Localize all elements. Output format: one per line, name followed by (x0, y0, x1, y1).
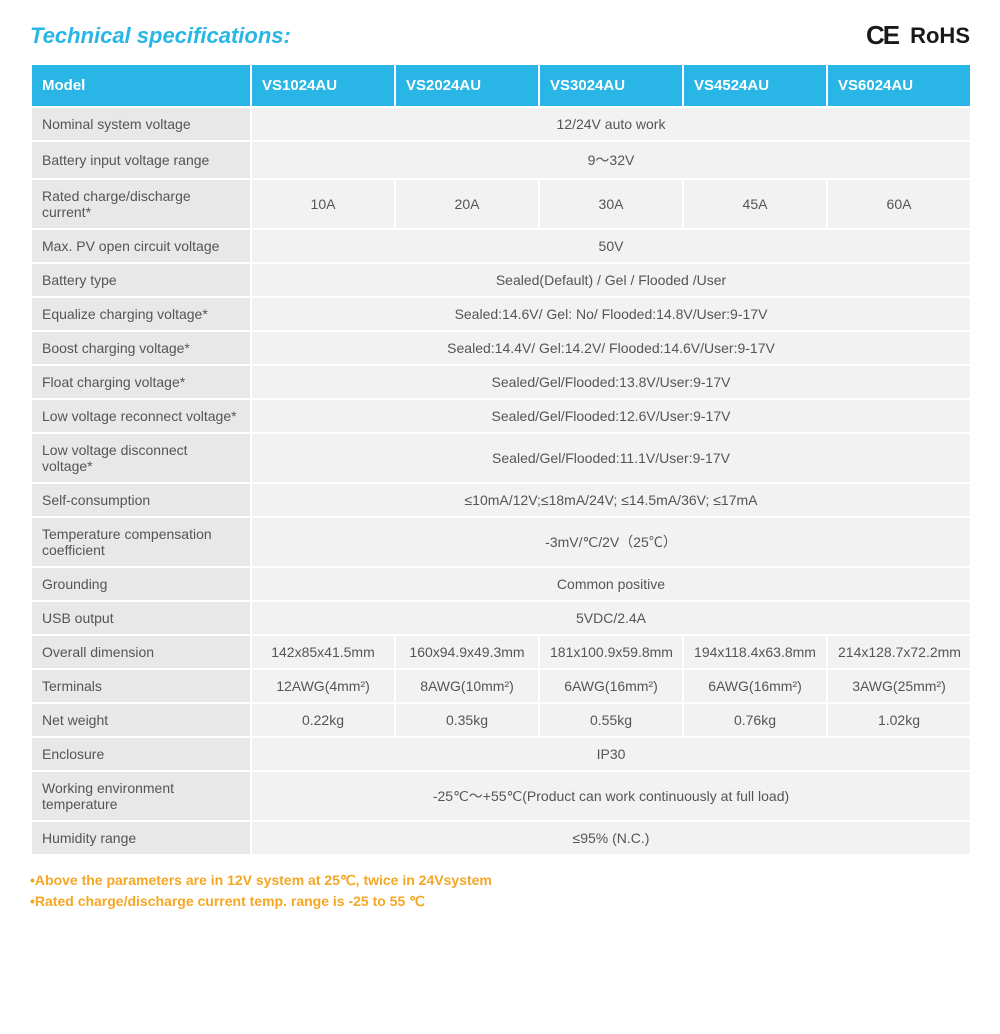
row-label: Working environment temperature (31, 771, 251, 821)
col-m3: VS4524AU (683, 64, 827, 107)
row-value: IP30 (251, 737, 971, 771)
row-label: USB output (31, 601, 251, 635)
row-value: 50V (251, 229, 971, 263)
row-value: Sealed/Gel/Flooded:12.6V/User:9-17V (251, 399, 971, 433)
footnotes: •Above the parameters are in 12V system … (30, 870, 970, 912)
table-row: Rated charge/discharge current* 10A 20A … (31, 179, 971, 229)
table-row: USB output5VDC/2.4A (31, 601, 971, 635)
row-value: 0.22kg (251, 703, 395, 737)
row-label: Temperature compensation coefficient (31, 517, 251, 567)
row-value: Common positive (251, 567, 971, 601)
row-label: Enclosure (31, 737, 251, 771)
table-row: Nominal system voltage12/24V auto work (31, 107, 971, 141)
table-row: Float charging voltage*Sealed/Gel/Floode… (31, 365, 971, 399)
col-m1: VS2024AU (395, 64, 539, 107)
table-row: Working environment temperature-25℃～+55℃… (31, 771, 971, 821)
ce-mark: CE (866, 20, 898, 51)
row-value: ≤95% (N.C.) (251, 821, 971, 855)
row-label: Self-consumption (31, 483, 251, 517)
row-label: Battery input voltage range (31, 141, 251, 179)
table-row: Overall dimension 142x85x41.5mm 160x94.9… (31, 635, 971, 669)
table-row: Equalize charging voltage*Sealed:14.6V/ … (31, 297, 971, 331)
row-value: Sealed/Gel/Flooded:13.8V/User:9-17V (251, 365, 971, 399)
row-value: 9～32V (251, 141, 971, 179)
row-value: 3AWG(25mm²) (827, 669, 971, 703)
page-title: Technical specifications: (30, 23, 291, 49)
row-value: Sealed:14.6V/ Gel: No/ Flooded:14.8V/Use… (251, 297, 971, 331)
table-row: Battery typeSealed(Default) / Gel / Floo… (31, 263, 971, 297)
row-value: 6AWG(16mm²) (683, 669, 827, 703)
row-value: 12AWG(4mm²) (251, 669, 395, 703)
row-value: 0.76kg (683, 703, 827, 737)
table-row: Low voltage reconnect voltage*Sealed/Gel… (31, 399, 971, 433)
row-label: Low voltage disconnect voltage* (31, 433, 251, 483)
col-m4: VS6024AU (827, 64, 971, 107)
table-row: Battery input voltage range9～32V (31, 141, 971, 179)
row-label: Net weight (31, 703, 251, 737)
row-label: Humidity range (31, 821, 251, 855)
row-value: 194x118.4x63.8mm (683, 635, 827, 669)
row-value: 60A (827, 179, 971, 229)
row-value: 8AWG(10mm²) (395, 669, 539, 703)
table-row: Max. PV open circuit voltage50V (31, 229, 971, 263)
row-value: 30A (539, 179, 683, 229)
row-value: Sealed:14.4V/ Gel:14.2V/ Flooded:14.6V/U… (251, 331, 971, 365)
row-value: 10A (251, 179, 395, 229)
row-label: Rated charge/discharge current* (31, 179, 251, 229)
row-value: 45A (683, 179, 827, 229)
row-value: Sealed(Default) / Gel / Flooded /User (251, 263, 971, 297)
footnote-1: •Above the parameters are in 12V system … (30, 870, 970, 891)
row-value: ≤10mA/12V;≤18mA/24V; ≤14.5mA/36V; ≤17mA (251, 483, 971, 517)
row-value: 160x94.9x49.3mm (395, 635, 539, 669)
table-row: Low voltage disconnect voltage*Sealed/Ge… (31, 433, 971, 483)
col-m0: VS1024AU (251, 64, 395, 107)
row-value: 20A (395, 179, 539, 229)
row-value: 142x85x41.5mm (251, 635, 395, 669)
footnote-2: •Rated charge/discharge current temp. ra… (30, 891, 970, 912)
rohs-mark: RoHS (910, 23, 970, 49)
table-row: Self-consumption≤10mA/12V;≤18mA/24V; ≤14… (31, 483, 971, 517)
row-value: 214x128.7x72.2mm (827, 635, 971, 669)
table-header-row: Model VS1024AU VS2024AU VS3024AU VS4524A… (31, 64, 971, 107)
row-value: 0.55kg (539, 703, 683, 737)
row-label: Low voltage reconnect voltage* (31, 399, 251, 433)
table-row: EnclosureIP30 (31, 737, 971, 771)
row-label: Max. PV open circuit voltage (31, 229, 251, 263)
table-row: GroundingCommon positive (31, 567, 971, 601)
col-model: Model (31, 64, 251, 107)
row-value: 0.35kg (395, 703, 539, 737)
row-label: Terminals (31, 669, 251, 703)
row-value: 5VDC/2.4A (251, 601, 971, 635)
row-label: Boost charging voltage* (31, 331, 251, 365)
row-value: Sealed/Gel/Flooded:11.1V/User:9-17V (251, 433, 971, 483)
row-label: Battery type (31, 263, 251, 297)
row-label: Equalize charging voltage* (31, 297, 251, 331)
table-row: Humidity range≤95% (N.C.) (31, 821, 971, 855)
row-value: 12/24V auto work (251, 107, 971, 141)
table-row: Temperature compensation coefficient-3mV… (31, 517, 971, 567)
row-value: -25℃～+55℃(Product can work continuously … (251, 771, 971, 821)
specs-table: Model VS1024AU VS2024AU VS3024AU VS4524A… (30, 63, 972, 856)
row-value: 1.02kg (827, 703, 971, 737)
row-value: 6AWG(16mm²) (539, 669, 683, 703)
table-row: Boost charging voltage*Sealed:14.4V/ Gel… (31, 331, 971, 365)
row-label: Overall dimension (31, 635, 251, 669)
row-value: 181x100.9x59.8mm (539, 635, 683, 669)
row-label: Float charging voltage* (31, 365, 251, 399)
certifications: CE RoHS (866, 20, 970, 51)
table-row: Net weight 0.22kg 0.35kg 0.55kg 0.76kg 1… (31, 703, 971, 737)
col-m2: VS3024AU (539, 64, 683, 107)
row-value: -3mV/℃/2V（25℃） (251, 517, 971, 567)
table-row: Terminals 12AWG(4mm²) 8AWG(10mm²) 6AWG(1… (31, 669, 971, 703)
row-label: Nominal system voltage (31, 107, 251, 141)
row-label: Grounding (31, 567, 251, 601)
